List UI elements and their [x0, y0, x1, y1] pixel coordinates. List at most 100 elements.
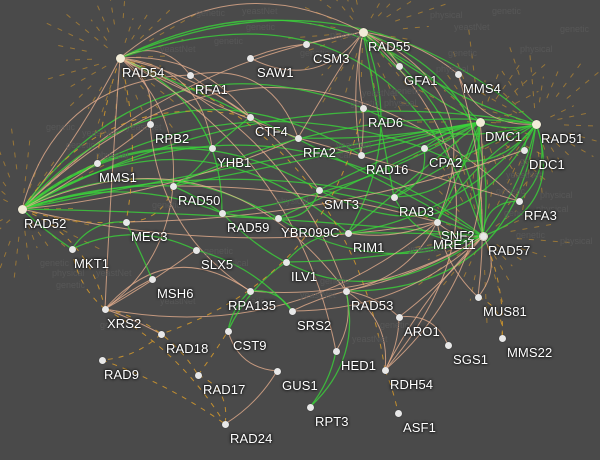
node-mms1[interactable] [93, 159, 101, 167]
node-saw1[interactable] [246, 54, 254, 62]
node-cpa2[interactable] [420, 144, 428, 152]
node-rad55[interactable] [358, 27, 368, 37]
node-rad9[interactable] [98, 356, 106, 364]
node-mec3[interactable] [122, 218, 130, 226]
node-msh6[interactable] [148, 275, 156, 283]
node-label-rpa135[interactable]: RPA135 [228, 298, 277, 313]
node-label-ctf4[interactable]: CTF4 [255, 124, 288, 139]
node-rim1[interactable] [344, 229, 352, 237]
node-dmc1[interactable] [475, 117, 485, 127]
node-ybr099c[interactable] [274, 214, 282, 222]
node-rad17[interactable] [194, 371, 202, 379]
node-rdh54[interactable] [381, 366, 389, 374]
node-label-rad50[interactable]: RAD50 [178, 193, 221, 208]
node-rad54[interactable] [115, 53, 125, 63]
node-csm3[interactable] [302, 40, 310, 48]
node-label-mus81[interactable]: MUS81 [483, 304, 527, 319]
node-rfa2[interactable] [294, 134, 302, 142]
node-label-mec3[interactable]: MEC3 [131, 229, 168, 244]
node-rpt3[interactable] [306, 403, 314, 411]
node-label-rad16[interactable]: RAD16 [366, 162, 409, 177]
node-rad18[interactable] [157, 330, 165, 338]
node-mms4[interactable] [454, 70, 462, 78]
node-rfa3[interactable] [515, 197, 523, 205]
node-rad59[interactable] [218, 209, 226, 217]
node-label-yhb1[interactable]: YHB1 [217, 155, 252, 170]
node-label-asf1[interactable]: ASF1 [403, 420, 436, 435]
node-label-mms4[interactable]: MMS4 [463, 81, 501, 96]
node-smt3[interactable] [315, 186, 323, 194]
node-label-slx5[interactable]: SLX5 [201, 257, 234, 272]
node-xrs2[interactable] [101, 305, 109, 313]
node-ddc1[interactable] [520, 146, 528, 154]
node-rad57[interactable] [479, 232, 487, 240]
node-mre11[interactable] [433, 218, 441, 226]
node-label-rfa3[interactable]: RFA3 [524, 208, 557, 223]
node-sgs1[interactable] [444, 341, 452, 349]
node-label-rfa2[interactable]: RFA2 [303, 145, 336, 160]
node-label-rfa1[interactable]: RFA1 [195, 82, 228, 97]
node-label-saw1[interactable]: SAW1 [257, 65, 294, 80]
node-label-rad59[interactable]: RAD59 [227, 220, 270, 235]
node-label-dmc1[interactable]: DMC1 [485, 129, 523, 144]
node-rad51[interactable] [531, 119, 541, 129]
node-label-cpa2[interactable]: CPA2 [429, 155, 463, 170]
node-cst9[interactable] [224, 327, 232, 335]
node-label-ybr099c[interactable]: YBR099C [281, 225, 340, 240]
node-mms22[interactable] [498, 334, 506, 342]
node-label-aro1[interactable]: ARO1 [404, 324, 440, 339]
node-rad53[interactable] [342, 287, 350, 295]
node-label-rad55[interactable]: RAD55 [368, 39, 411, 54]
node-mus81[interactable] [474, 293, 482, 301]
node-rpb2[interactable] [146, 120, 154, 128]
node-label-rpb2[interactable]: RPB2 [155, 131, 190, 146]
node-label-ilv1[interactable]: ILV1 [291, 269, 318, 284]
node-ctf4[interactable] [246, 113, 254, 121]
node-slx5[interactable] [192, 246, 200, 254]
node-srs2[interactable] [288, 307, 296, 315]
node-rad6[interactable] [359, 104, 367, 112]
node-label-msh6[interactable]: MSH6 [157, 286, 194, 301]
node-label-rpt3[interactable]: RPT3 [315, 414, 349, 429]
node-rfa1[interactable] [186, 71, 194, 79]
node-label-mkt1[interactable]: MKT1 [74, 256, 110, 271]
node-label-rad52[interactable]: RAD52 [24, 216, 67, 231]
node-yhb1[interactable] [208, 144, 216, 152]
node-ilv1[interactable] [282, 258, 290, 266]
node-label-mms1[interactable]: MMS1 [99, 170, 137, 185]
node-rad16[interactable] [357, 151, 365, 159]
node-label-csm3[interactable]: CSM3 [313, 51, 350, 66]
node-label-gus1[interactable]: GUS1 [282, 378, 318, 393]
node-label-rad3[interactable]: RAD3 [399, 204, 435, 219]
node-label-srs2[interactable]: SRS2 [297, 318, 332, 333]
node-label-mre11[interactable]: MRE11 [433, 237, 476, 252]
node-label-rdh54[interactable]: RDH54 [390, 377, 434, 392]
node-hed1[interactable] [332, 347, 340, 355]
node-label-ddc1[interactable]: DDC1 [529, 157, 565, 172]
node-rad3[interactable] [390, 193, 398, 201]
node-label-gfa1[interactable]: GFA1 [404, 73, 438, 88]
node-rad52[interactable] [17, 204, 27, 214]
node-label-rad54[interactable]: RAD54 [122, 65, 165, 80]
node-rad50[interactable] [169, 182, 177, 190]
node-mkt1[interactable] [68, 245, 76, 253]
node-label-rad53[interactable]: RAD53 [351, 298, 394, 313]
node-label-sgs1[interactable]: SGS1 [453, 352, 489, 367]
node-label-rad57[interactable]: RAD57 [488, 243, 531, 258]
node-aro1[interactable] [395, 313, 403, 321]
node-label-rad17[interactable]: RAD17 [203, 382, 246, 397]
node-asf1[interactable] [394, 409, 402, 417]
node-label-rad18[interactable]: RAD18 [166, 341, 209, 356]
node-label-cst9[interactable]: CST9 [233, 338, 267, 353]
node-rad24[interactable] [221, 420, 229, 428]
node-label-rad51[interactable]: RAD51 [541, 131, 584, 146]
node-label-xrs2[interactable]: XRS2 [107, 316, 142, 331]
node-label-rim1[interactable]: RIM1 [353, 240, 385, 255]
node-label-smt3[interactable]: SMT3 [324, 197, 360, 212]
node-label-rad9[interactable]: RAD9 [104, 367, 140, 382]
node-gus1[interactable] [273, 367, 281, 375]
node-label-hed1[interactable]: HED1 [341, 358, 377, 373]
node-label-mms22[interactable]: MMS22 [507, 345, 553, 360]
node-rpa135[interactable] [246, 287, 254, 295]
